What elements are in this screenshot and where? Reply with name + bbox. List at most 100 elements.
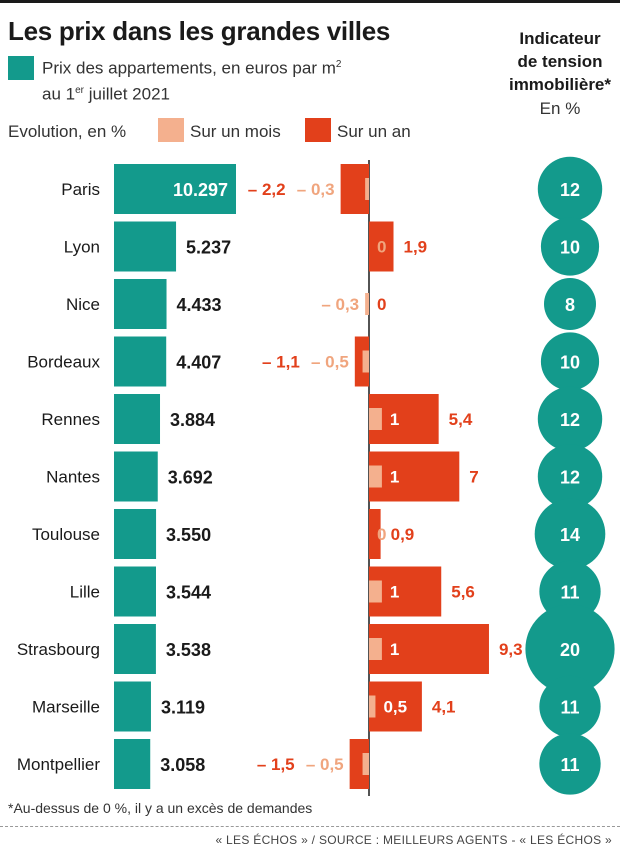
price-bar (114, 279, 167, 329)
city-label: Toulouse (32, 525, 100, 544)
month-value-label: 1 (390, 410, 399, 429)
chart-title: Les prix dans les grandes villes (8, 16, 391, 46)
price-legend-swatch (8, 56, 34, 80)
tension-circle (539, 733, 601, 795)
tension-label: 12 (560, 180, 580, 200)
year-value-label: 0 (377, 295, 386, 314)
tension-label: 14 (560, 525, 580, 545)
indicator-title-line1: Indicateur (519, 29, 601, 48)
year-value-label: 5,6 (451, 583, 475, 602)
tension-circle (525, 604, 615, 694)
month-value-label: – 0,5 (311, 353, 349, 372)
tension-circle (544, 278, 596, 330)
city-label: Lyon (64, 238, 100, 257)
year-value-label: 4,1 (432, 698, 456, 717)
footnote: *Au-dessus de 0 %, il y a un excès de de… (8, 800, 313, 816)
indicator-title-line3: immobilière* (508, 75, 612, 94)
price-bar (114, 509, 157, 559)
month-bar (369, 465, 382, 488)
month-value-label: 0 (377, 525, 386, 544)
month-legend-label: Sur un mois (190, 122, 281, 141)
tension-label: 8 (565, 295, 575, 315)
year-value-label: – 1,1 (262, 353, 300, 372)
city-label: Nantes (46, 468, 100, 487)
price-bar (114, 566, 156, 617)
month-value-label: – 0,3 (297, 180, 335, 199)
year-bar (354, 336, 369, 387)
tension-label: 12 (560, 410, 580, 430)
indicator-title-line2: de tension (517, 52, 603, 71)
price-label: 3.884 (170, 410, 215, 430)
year-value-label: 1,9 (404, 238, 428, 257)
city-label: Nice (66, 295, 100, 314)
year-legend-label: Sur un an (337, 122, 411, 141)
year-bar (369, 509, 381, 559)
indicator-unit: En % (539, 99, 581, 118)
price-label: 4.407 (176, 353, 221, 373)
month-bar (369, 580, 382, 603)
price-label: 3.538 (166, 640, 211, 660)
tension-label: 10 (560, 238, 580, 258)
tension-circle (537, 444, 603, 509)
year-bar (340, 164, 369, 214)
tension-label: 11 (560, 583, 579, 603)
price-legend-line2b: juillet 2021 (84, 84, 171, 104)
month-bar (369, 695, 376, 718)
month-bar (369, 408, 382, 430)
year-value-label: – 1,5 (257, 755, 295, 774)
year-bar (349, 739, 369, 789)
footer-divider (0, 826, 620, 827)
price-legend-line2a: au 1 (42, 84, 76, 104)
price-bar (114, 681, 151, 732)
month-value-label: 1 (390, 640, 399, 659)
price-legend-sup1: 2 (335, 59, 342, 70)
city-label: Montpellier (17, 755, 100, 774)
month-value-label: 0 (377, 238, 386, 257)
tension-circle (537, 156, 603, 222)
price-bar (114, 221, 177, 272)
year-value-label: – 2,2 (248, 180, 286, 199)
price-bar (114, 739, 151, 789)
tension-circle (540, 217, 600, 276)
month-value-label: – 0,5 (306, 755, 344, 774)
price-bar (114, 624, 156, 674)
price-bar (114, 394, 161, 444)
city-label: Rennes (41, 410, 100, 429)
year-bar (369, 451, 460, 502)
year-value-label: 7 (469, 468, 478, 487)
tension-label: 20 (560, 640, 580, 660)
city-label: Bordeaux (27, 353, 100, 372)
price-label: 3.058 (160, 755, 205, 775)
year-bar (369, 681, 422, 732)
indicator-title: Indicateur de tension immobilière* (490, 27, 620, 96)
year-value-label: 5,4 (449, 410, 473, 429)
tension-label: 12 (560, 468, 580, 488)
year-value-label: 9,3 (499, 640, 523, 659)
price-bar (114, 336, 167, 387)
month-bar (365, 178, 369, 200)
price-legend-sup2: er (75, 84, 84, 96)
city-label: Strasbourg (17, 640, 100, 659)
month-value-label: – 0,3 (321, 295, 359, 314)
tension-label: 11 (560, 755, 579, 775)
year-value-label: 0,9 (391, 525, 415, 544)
month-bar (362, 350, 369, 373)
tension-label: 11 (560, 698, 579, 718)
price-legend-text: Prix des appartements, en euros par m2 a… (42, 54, 341, 105)
month-bar (362, 753, 369, 775)
tension-circle (539, 675, 601, 738)
price-bar (114, 451, 158, 502)
price-label: 4.433 (177, 295, 222, 315)
source-credit: « LES ÉCHOS » / SOURCE : MEILLEURS AGENT… (215, 833, 612, 847)
month-bar (369, 638, 382, 660)
price-label: 3.119 (161, 698, 205, 718)
month-value-label: 1 (390, 583, 399, 602)
city-label: Marseille (32, 698, 100, 717)
year-bar (369, 624, 489, 674)
city-label: Lille (70, 583, 100, 602)
price-label: 3.692 (168, 468, 213, 488)
price-label: 3.550 (166, 525, 211, 545)
tension-circle (539, 560, 601, 623)
price-bar (114, 164, 236, 214)
evolution-label: Evolution, en % (8, 122, 127, 141)
